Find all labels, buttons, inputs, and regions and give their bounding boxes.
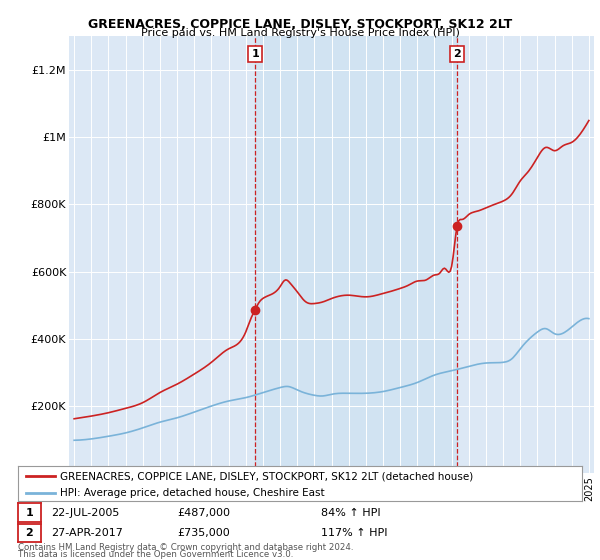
Text: GREENACRES, COPPICE LANE, DISLEY, STOCKPORT, SK12 2LT (detached house): GREENACRES, COPPICE LANE, DISLEY, STOCKP… bbox=[60, 471, 473, 481]
Text: HPI: Average price, detached house, Cheshire East: HPI: Average price, detached house, Ches… bbox=[60, 488, 325, 497]
Text: 1: 1 bbox=[26, 508, 33, 517]
Text: Price paid vs. HM Land Registry's House Price Index (HPI): Price paid vs. HM Land Registry's House … bbox=[140, 28, 460, 38]
Text: 2: 2 bbox=[26, 528, 33, 538]
Text: £735,000: £735,000 bbox=[177, 528, 230, 538]
Text: 84% ↑ HPI: 84% ↑ HPI bbox=[321, 508, 380, 517]
Text: £487,000: £487,000 bbox=[177, 508, 230, 517]
Text: Contains HM Land Registry data © Crown copyright and database right 2024.: Contains HM Land Registry data © Crown c… bbox=[18, 543, 353, 552]
Text: 117% ↑ HPI: 117% ↑ HPI bbox=[321, 528, 388, 538]
Text: GREENACRES, COPPICE LANE, DISLEY, STOCKPORT, SK12 2LT: GREENACRES, COPPICE LANE, DISLEY, STOCKP… bbox=[88, 18, 512, 31]
Text: 2: 2 bbox=[453, 49, 461, 59]
Text: 27-APR-2017: 27-APR-2017 bbox=[51, 528, 123, 538]
Text: 22-JUL-2005: 22-JUL-2005 bbox=[51, 508, 119, 517]
Text: This data is licensed under the Open Government Licence v3.0.: This data is licensed under the Open Gov… bbox=[18, 550, 293, 559]
Text: 1: 1 bbox=[251, 49, 259, 59]
Bar bbox=[255, 36, 457, 473]
